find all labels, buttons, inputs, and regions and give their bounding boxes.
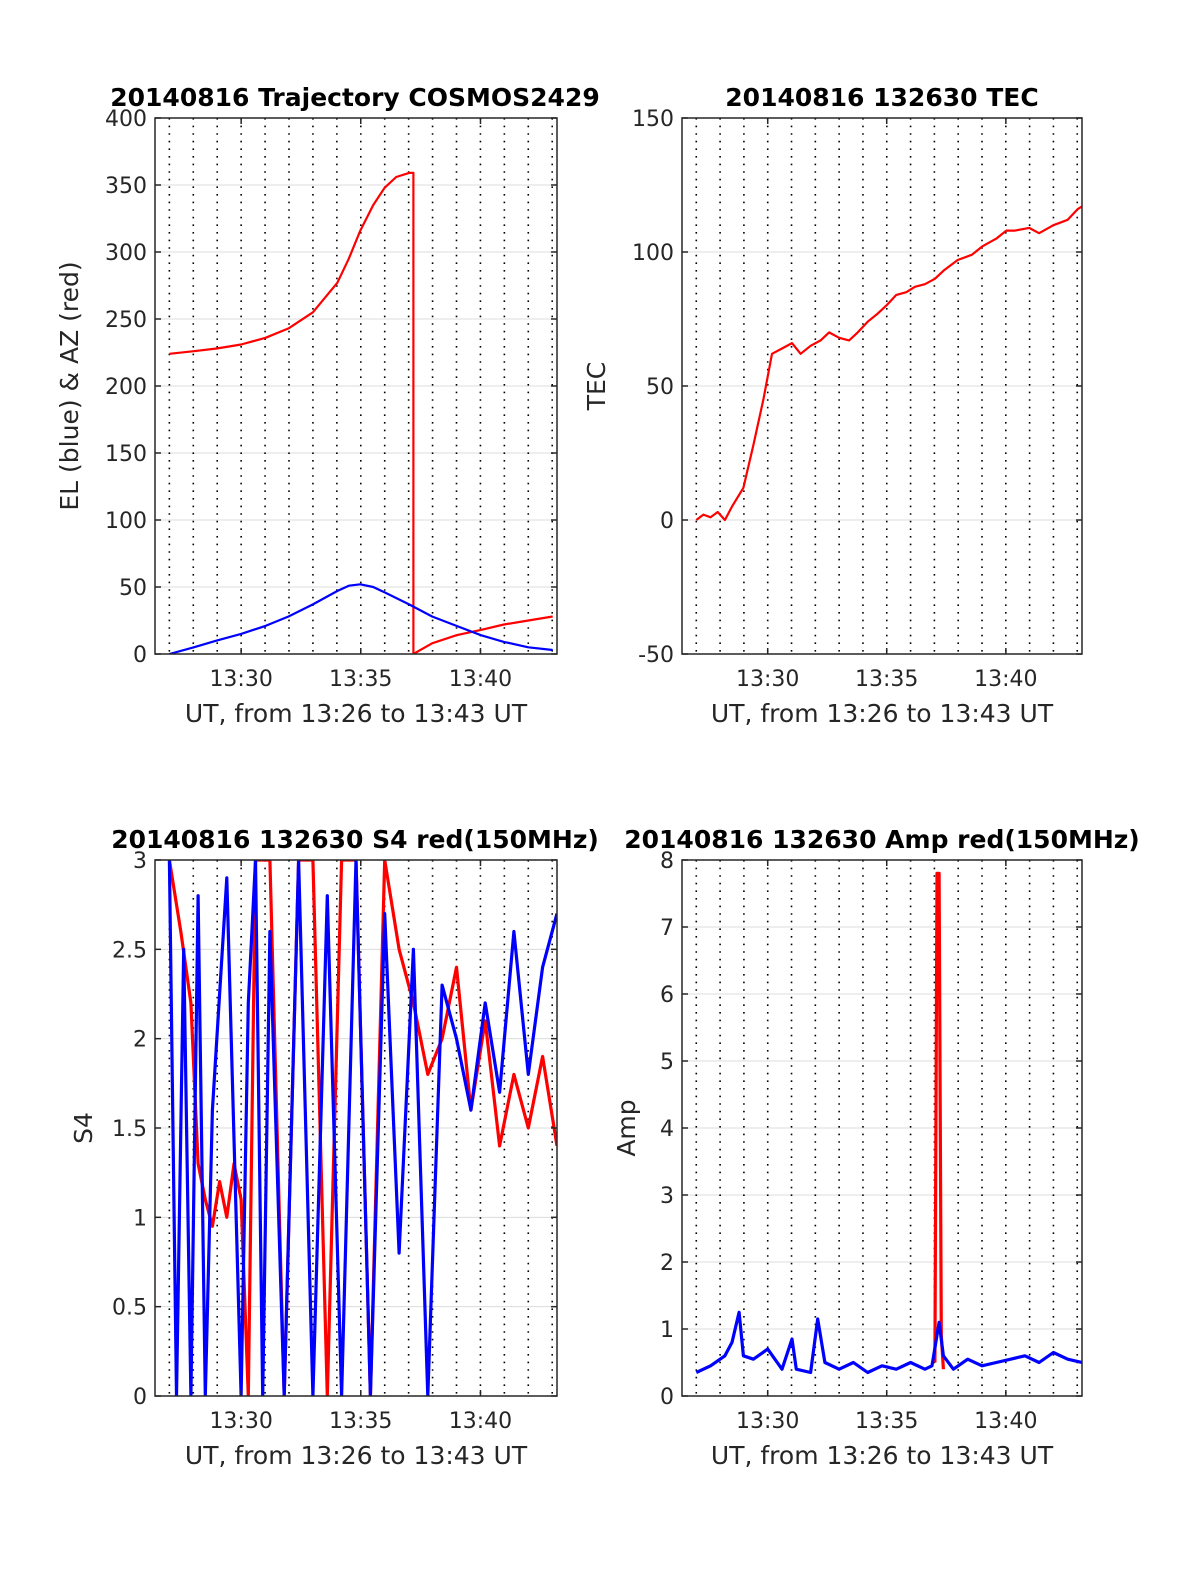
y-tick-label: 5 xyxy=(660,1050,674,1075)
y-tick-label: 0.5 xyxy=(112,1296,147,1321)
chart-title: 20140816 132630 Amp red(150MHz) xyxy=(624,825,1140,854)
y-axis-label: Amp xyxy=(612,1099,641,1156)
y-tick-label: 7 xyxy=(660,916,674,941)
y-tick-label: 8 xyxy=(660,849,674,874)
chart-title: 20140816 132630 TEC xyxy=(725,83,1038,112)
subplot-3: 0 1 2 3 4 5 6 7 8 13:30 13:35 13:40 UT, from 13:26 t… xyxy=(612,825,1140,1470)
series-line-red xyxy=(169,171,553,654)
y-tick-label: 200 xyxy=(105,375,147,400)
y-tick-label: 0 xyxy=(660,509,674,534)
series-line-blue xyxy=(169,583,553,654)
y-tick-label: 350 xyxy=(105,174,147,199)
series-line-red xyxy=(695,205,1082,522)
y-tick-label: 1.5 xyxy=(112,1117,147,1142)
x-tick-label: 13:40 xyxy=(974,667,1037,692)
y-tick-label: 2.5 xyxy=(112,938,147,963)
x-axis-label: UT, from 13:26 to 13:43 UT xyxy=(185,1441,528,1470)
y-tick-label: 2 xyxy=(660,1251,674,1276)
y-tick-label: 0 xyxy=(133,1385,147,1410)
x-tick-label: 13:30 xyxy=(209,667,272,692)
y-axis-label: TEC xyxy=(582,362,611,412)
subplot-0: 0 50 100 150 200 250 300 350 400 13:30 13:35 13:40 U… xyxy=(55,83,600,728)
x-tick-label: 13:35 xyxy=(855,1409,918,1434)
y-tick-label: -50 xyxy=(638,643,674,668)
y-tick-label: 4 xyxy=(660,1117,674,1142)
x-tick-label: 13:40 xyxy=(974,1409,1037,1434)
y-tick-label: 50 xyxy=(646,375,674,400)
x-axis-label: UT, from 13:26 to 13:43 UT xyxy=(711,699,1054,728)
y-tick-label: 150 xyxy=(105,442,147,467)
x-tick-label: 13:40 xyxy=(449,667,512,692)
y-tick-label: 150 xyxy=(632,107,674,132)
series-line-blue xyxy=(167,860,557,1396)
x-tick-label: 13:35 xyxy=(329,667,392,692)
x-tick-label: 13:30 xyxy=(736,667,799,692)
y-tick-label: 3 xyxy=(133,849,147,874)
series-line-blue xyxy=(695,1310,1082,1375)
y-tick-label: 50 xyxy=(119,576,147,601)
x-tick-label: 13:30 xyxy=(209,1409,272,1434)
chart-title: 20140816 Trajectory COSMOS2429 xyxy=(110,83,600,112)
y-axis-label: EL (blue) & AZ (red) xyxy=(55,261,84,510)
y-tick-label: 300 xyxy=(105,241,147,266)
x-axis-label: UT, from 13:26 to 13:43 UT xyxy=(185,699,528,728)
y-tick-label: 100 xyxy=(105,509,147,534)
y-tick-label: 1 xyxy=(133,1206,147,1231)
x-axis-label: UT, from 13:26 to 13:43 UT xyxy=(711,1441,1054,1470)
x-tick-label: 13:35 xyxy=(329,1409,392,1434)
y-tick-label: 1 xyxy=(660,1318,674,1343)
y-tick-label: 100 xyxy=(632,241,674,266)
y-tick-label: 3 xyxy=(660,1184,674,1209)
chart-title: 20140816 132630 S4 red(150MHz) xyxy=(111,825,599,854)
y-tick-label: 400 xyxy=(105,107,147,132)
x-tick-label: 13:40 xyxy=(449,1409,512,1434)
y-tick-label: 6 xyxy=(660,983,674,1008)
x-tick-label: 13:30 xyxy=(736,1409,799,1434)
x-tick-label: 13:35 xyxy=(855,667,918,692)
y-axis-label: S4 xyxy=(69,1112,98,1144)
y-tick-label: 250 xyxy=(105,308,147,333)
y-tick-label: 0 xyxy=(660,1385,674,1410)
y-tick-label: 0 xyxy=(133,643,147,668)
subplot-1: -50 0 50 100 150 13:30 13:35 13:40 UT, from 13:2… xyxy=(582,83,1083,728)
subplot-2: 0 0.5 1 1.5 2 2.5 3 13:30 13:35 13:40 UT, from 13:… xyxy=(69,825,599,1470)
y-tick-label: 2 xyxy=(133,1028,147,1053)
